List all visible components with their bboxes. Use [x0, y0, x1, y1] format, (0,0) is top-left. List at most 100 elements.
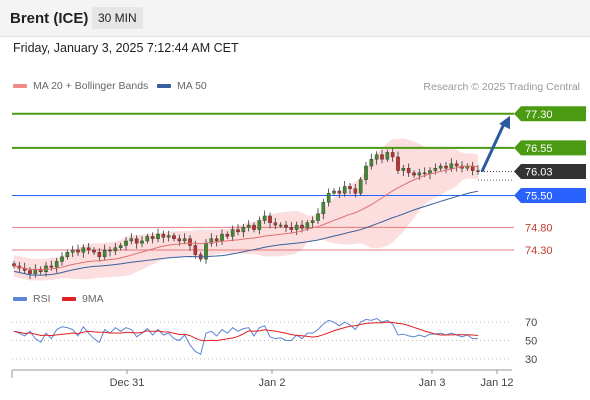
candle: [412, 172, 416, 176]
legend-ma20-label: MA 20 + Bollinger Bands: [33, 80, 149, 92]
candle: [252, 224, 256, 230]
candle: [150, 236, 155, 239]
candle: [449, 163, 454, 169]
candle: [65, 252, 70, 258]
candle: [246, 224, 251, 228]
candle: [220, 233, 224, 242]
rsi-swatch: [13, 297, 27, 301]
bollinger-band: [14, 138, 478, 281]
interval-button[interactable]: 30 MIN: [92, 7, 143, 29]
candle: [108, 249, 112, 252]
projection-arrow: [480, 123, 506, 173]
candle: [284, 224, 288, 228]
candle: [118, 245, 123, 248]
time-tick-label: Jan 12: [480, 377, 513, 389]
time-tick-label: Jan 2: [259, 377, 286, 389]
rsi-level-label: 30: [525, 354, 537, 366]
ma50-swatch: [157, 84, 171, 88]
candle: [380, 154, 384, 160]
candle: [337, 190, 342, 194]
candle: [300, 224, 304, 229]
rsi-level-label: 50: [525, 336, 537, 348]
candle: [161, 233, 166, 238]
candle: [92, 249, 96, 253]
candle: [134, 238, 139, 244]
price-tag-bg: [514, 188, 586, 204]
level-label-74-30: 74.30: [525, 245, 553, 257]
candle: [444, 165, 448, 169]
rsi-level-label: 70: [525, 317, 537, 329]
candle: [358, 179, 363, 194]
candle: [81, 247, 86, 253]
candle: [273, 222, 278, 226]
candle: [49, 265, 54, 268]
level-label-74-80: 74.80: [525, 222, 553, 234]
time-tick-label: Jan 3: [419, 377, 446, 389]
legend-9ma-label: 9MA: [82, 293, 104, 305]
price-tag-text: 77.30: [525, 109, 553, 121]
price-tag-bg: [514, 163, 586, 179]
candle: [177, 238, 182, 242]
ma20-line: [13, 165, 479, 271]
candle: [28, 270, 32, 274]
candle: [230, 229, 235, 237]
price-tag-bg: [514, 106, 586, 122]
candle: [76, 249, 80, 253]
candle: [97, 252, 102, 258]
candle: [225, 233, 230, 237]
price-tag-77-30: 77.30: [514, 106, 586, 122]
copyright: Research © 2025 Trading Central: [423, 81, 580, 93]
candle: [257, 220, 262, 230]
candle: [38, 268, 43, 273]
candle: [310, 220, 315, 223]
candle: [113, 247, 118, 252]
legend-rsi: RSI: [13, 293, 51, 305]
candle: [124, 240, 128, 246]
ma20-swatch: [13, 84, 27, 88]
price-tag-bg: [514, 140, 586, 156]
candle: [321, 202, 326, 214]
candle: [209, 238, 214, 244]
timestamp: Friday, January 3, 2025 7:12:44 AM CET: [13, 41, 239, 55]
candle: [332, 190, 336, 194]
candle: [262, 215, 267, 221]
candle: [289, 227, 294, 230]
candle: [70, 249, 75, 253]
candle: [54, 261, 59, 268]
candle: [353, 188, 358, 194]
rsi-9ma-line: [13, 321, 479, 342]
legend-rsi-label: RSI: [33, 293, 51, 305]
candle: [236, 229, 240, 233]
ma9-swatch: [62, 297, 76, 301]
candle: [278, 224, 283, 227]
legend-ma50: MA 50: [157, 80, 207, 92]
candle: [316, 213, 320, 221]
candle: [406, 168, 411, 174]
price-tag-76-55: 76.55: [514, 140, 586, 156]
candle: [476, 170, 480, 172]
candle: [102, 249, 107, 258]
candle: [374, 154, 379, 160]
candle: [182, 238, 187, 242]
candle: [86, 247, 91, 251]
candle: [12, 263, 16, 267]
price-tag-76-03: 76.03: [514, 163, 586, 179]
price-tag-text: 76.55: [525, 143, 553, 155]
candle: [188, 238, 192, 246]
candle: [348, 186, 352, 189]
candle: [145, 236, 150, 242]
candle: [433, 168, 438, 171]
candle: [438, 165, 443, 169]
price-tag-text: 76.03: [525, 166, 553, 178]
candle: [422, 172, 427, 175]
candle: [60, 256, 64, 262]
candle: [342, 186, 347, 194]
candle: [385, 152, 390, 160]
instrument-title: Brent (ICE): [10, 10, 89, 27]
candle: [396, 156, 400, 171]
candle: [390, 152, 395, 158]
candle: [454, 163, 459, 167]
candle: [417, 172, 422, 176]
legend-ma20: MA 20 + Bollinger Bands: [13, 80, 148, 92]
